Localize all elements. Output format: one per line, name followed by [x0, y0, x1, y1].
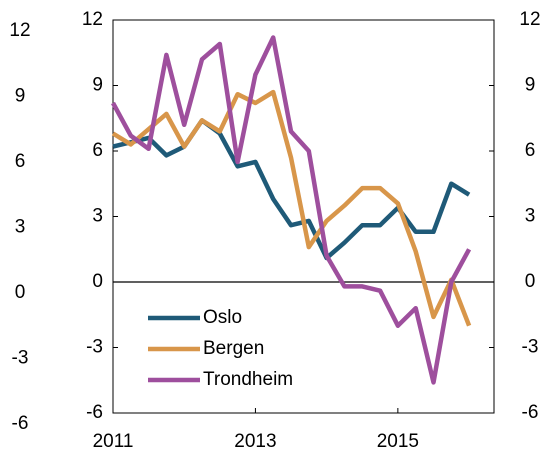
y-tick-label-right: 3 — [525, 206, 536, 227]
y-tick-label: 6 — [92, 140, 103, 161]
series-line — [111, 89, 472, 327]
y-tick-label-right: -6 — [522, 402, 539, 423]
x-tick-label: 2013 — [234, 431, 276, 452]
legend-label: Trondheim — [203, 369, 293, 390]
y-tick-label-right: 0 — [525, 271, 536, 292]
x-tick-label: 2011 — [93, 431, 134, 452]
y-tick-label: -3 — [86, 337, 103, 358]
y-tick-label-outer: 3 — [15, 217, 26, 238]
y-tick-label: 3 — [92, 206, 103, 227]
y-tick-label-right: 9 — [525, 75, 536, 96]
y-tick-label-outer: 6 — [15, 151, 26, 172]
y-tick-label: 0 — [92, 271, 103, 292]
y-tick-label-right: 12 — [519, 9, 540, 30]
legend-label: Oslo — [203, 307, 242, 328]
y-tick-label-outer: -6 — [12, 413, 29, 434]
y-tick-label-right: -3 — [522, 337, 539, 358]
y-tick-label-outer: -3 — [12, 348, 29, 369]
y-tick-label-outer: 0 — [15, 282, 26, 303]
series-line — [112, 118, 471, 261]
y-tick-label-right: 6 — [525, 140, 536, 161]
x-tick-label: 2015 — [377, 431, 419, 452]
y-tick-label: -6 — [86, 402, 103, 423]
series-line — [111, 35, 472, 385]
y-tick-label-outer: 9 — [15, 86, 26, 107]
y-tick-label-outer: 12 — [9, 20, 30, 41]
legend-label: Bergen — [203, 338, 264, 359]
y-tick-label: 12 — [82, 9, 103, 30]
y-tick-label: 9 — [92, 75, 103, 96]
